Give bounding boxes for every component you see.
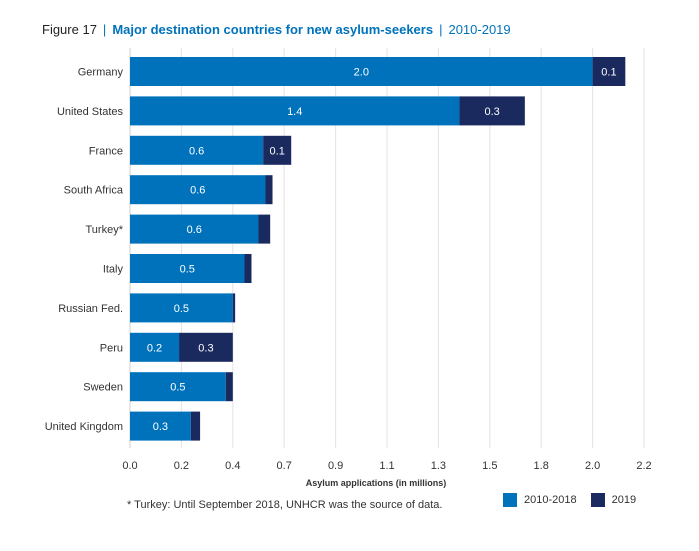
x-tick-label: 1.5 <box>482 460 497 472</box>
data-label: 0.2 <box>147 342 162 354</box>
category-label: France <box>89 145 123 157</box>
data-label: 0.1 <box>270 145 285 157</box>
bar-segment-year <box>190 411 201 441</box>
category-label: Turkey* <box>86 224 124 236</box>
data-label: 0.6 <box>190 185 205 197</box>
bar-segment-period <box>130 175 266 205</box>
data-label: 0.3 <box>198 342 213 354</box>
x-tick-label: 1.8 <box>534 460 549 472</box>
bar-segment-year <box>179 332 233 362</box>
chart-title-row: Figure 17 | Major destination countries fo… <box>42 22 511 37</box>
x-tick-label: 1.3 <box>431 460 446 472</box>
bar-segment-period <box>130 57 593 86</box>
bar-segment-period <box>130 254 245 283</box>
data-label: 0.5 <box>170 382 185 394</box>
bar-segment-period <box>130 293 233 323</box>
category-label: South Africa <box>64 185 124 197</box>
x-tick-label: 0.0 <box>122 460 137 472</box>
category-label: United Kingdom <box>45 421 123 433</box>
data-label: 0.5 <box>174 303 189 315</box>
bar-segment-period <box>130 214 259 244</box>
x-tick-label: 1.1 <box>379 460 394 472</box>
title-separator-2: | <box>439 22 443 37</box>
data-label: 2.0 <box>354 67 369 79</box>
bar-segment-period <box>130 372 226 402</box>
legend-label-2010-2018: 2010-2018 <box>524 494 577 506</box>
title-separator: | <box>102 22 107 37</box>
bar-segment-year <box>258 214 271 244</box>
bar-segment-year <box>225 372 233 402</box>
bar-chart: 0.0 0.2 0.4 0.7 0.9 1.1 1.3 1.5 1.8 2.0 2.2 Asylum … <box>45 48 652 488</box>
data-label: 0.6 <box>187 224 202 236</box>
bar-segment-period <box>130 135 264 165</box>
x-tick-label: 0.2 <box>174 460 189 472</box>
data-label: 1.4 <box>287 106 302 118</box>
chart-years: 2010-2019 <box>448 22 511 37</box>
figure-label: Figure 17 <box>42 22 97 37</box>
x-tick-label: 0.9 <box>328 460 343 472</box>
data-label: 0.3 <box>153 421 168 433</box>
data-label: 0.1 <box>601 67 616 79</box>
x-tick-label: 2.0 <box>585 460 600 472</box>
x-tick-label: 0.7 <box>277 460 292 472</box>
category-label: Russian Fed. <box>58 303 123 315</box>
bar-segment-period <box>130 332 180 362</box>
x-axis-title: Asylum applications (in millions) <box>306 478 447 488</box>
bar-segment-year <box>592 57 626 86</box>
legend-swatch-2019 <box>590 493 605 507</box>
bar-segment-year <box>263 135 292 165</box>
legend-swatch-2010-2018 <box>503 493 517 507</box>
legend-item-2010-2018: 2010-2018 <box>503 493 577 507</box>
legend-item-2019: 2019 <box>590 493 637 507</box>
bar-segment-period <box>130 411 191 441</box>
chart-title: Major destination countries for new asyl… <box>112 22 434 37</box>
bar-segment-year <box>459 96 525 126</box>
legend-label-2019: 2019 <box>611 494 637 506</box>
x-tick-label: 0.4 <box>225 460 240 472</box>
x-tick-label: 2.2 <box>636 460 651 472</box>
data-label: 0.5 <box>180 264 195 276</box>
category-label: Peru <box>100 342 123 354</box>
category-label: Germany <box>78 67 124 79</box>
category-label: Sweden <box>83 382 123 394</box>
category-label: United States <box>57 106 124 118</box>
data-label: 0.3 <box>484 106 499 118</box>
footnote: * Turkey: Until September 2018, UNHCR wa… <box>127 499 443 511</box>
bar-segment-year <box>232 293 236 323</box>
bar-segment-period <box>130 96 460 126</box>
category-label: Italy <box>103 264 124 276</box>
chart-legend: 2010-2018 2019 <box>503 493 650 507</box>
bar-segment-year <box>265 175 273 205</box>
bar-segment-year <box>244 254 252 283</box>
data-label: 0.6 <box>189 145 204 157</box>
